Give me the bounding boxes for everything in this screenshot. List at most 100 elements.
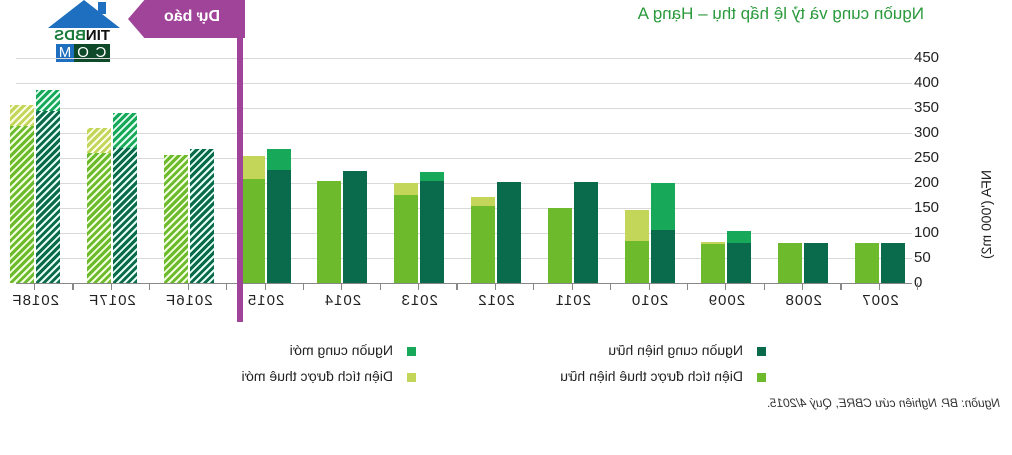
- bar-new-supply: [727, 230, 752, 243]
- x-tick-label: 2016F: [165, 292, 213, 309]
- x-tick-label: 2014: [323, 292, 362, 309]
- x-tick-label: 2008: [784, 292, 822, 309]
- bar-new-supply: [113, 112, 137, 148]
- gridline: [16, 58, 912, 59]
- gridline: [16, 208, 912, 209]
- bar-existing-leased: [10, 126, 35, 283]
- legend-swatch-icon: [757, 346, 766, 356]
- bar-existing-leased: [240, 179, 265, 283]
- bar-new-leased: [547, 207, 572, 208]
- forecast-banner-label: Dự báo: [163, 8, 220, 25]
- bar-existing-supply: [266, 170, 291, 283]
- bar-new-leased: [624, 209, 649, 241]
- bar-existing-leased: [855, 243, 879, 283]
- bar-existing-supply: [650, 230, 675, 283]
- gridline: [16, 233, 912, 234]
- bar-new-leased: [701, 241, 726, 244]
- y-tick-label: 150: [914, 199, 940, 216]
- legend-new-supply: Nguồn cung mới: [290, 342, 416, 358]
- y-tick-label: 350: [914, 99, 940, 116]
- bar-existing-supply: [343, 171, 368, 283]
- y-axis-label: NFA ('000 m2): [978, 170, 994, 260]
- bar-existing-leased: [394, 195, 419, 283]
- x-tick: [187, 283, 189, 290]
- x-tick: [495, 283, 496, 290]
- bar-new-leased: [87, 127, 111, 153]
- bar-existing-supply: [36, 111, 61, 283]
- x-tick-label: 2018F: [11, 292, 59, 309]
- bar-new-leased: [471, 196, 495, 206]
- x-tick: [264, 283, 266, 290]
- bar-existing-supply: [804, 243, 829, 283]
- logo-text-top: TINBDS: [54, 27, 110, 44]
- x-tick-label: 2007: [861, 292, 899, 309]
- y-tick-label: 400: [914, 74, 940, 91]
- x-tick: [418, 283, 420, 290]
- bar-new-leased: [10, 104, 35, 126]
- chimney-icon: [98, 2, 106, 14]
- x-tick: [571, 283, 573, 290]
- x-tick-label: 2009: [707, 292, 746, 309]
- bar-existing-supply: [881, 243, 905, 283]
- legend-existing-supply: Nguồn cung hiện hữu: [608, 342, 766, 358]
- x-tick-label: 2012: [477, 292, 515, 309]
- x-tick: [533, 283, 535, 290]
- y-tick-label: 50: [914, 249, 931, 266]
- x-tick: [725, 283, 727, 290]
- x-tick: [687, 283, 689, 290]
- x-tick: [879, 283, 880, 290]
- x-tick: [226, 283, 228, 290]
- bar-new-supply: [420, 171, 445, 181]
- legend-swatch-icon: [407, 346, 416, 356]
- legend-swatch-icon: [407, 372, 416, 382]
- bar-existing-supply: [420, 181, 445, 283]
- bar-new-leased: [394, 182, 419, 195]
- x-tick-label: 2010: [630, 292, 669, 309]
- x-tick: [149, 283, 151, 290]
- gridline: [16, 158, 912, 159]
- bar-new-supply: [650, 182, 675, 230]
- bar-new-supply: [266, 148, 291, 170]
- source-note: Nguồn: BP. Nghiên cứu CBRE, Quý 4/2015.: [766, 396, 1000, 410]
- bar-existing-leased: [471, 206, 495, 283]
- x-tick: [72, 283, 74, 290]
- y-tick-label: 100: [914, 224, 940, 241]
- bar-existing-supply: [189, 149, 214, 283]
- gridline: [16, 83, 912, 84]
- bar-existing-leased: [163, 155, 188, 283]
- y-tick-label: 300: [914, 124, 940, 141]
- bar-existing-supply: [727, 243, 752, 283]
- gridline: [16, 133, 912, 134]
- x-tick: [456, 283, 458, 290]
- bar-existing-supply: [497, 182, 521, 283]
- x-tick: [34, 283, 36, 290]
- y-tick-label: 200: [914, 174, 940, 191]
- bar-existing-leased: [701, 244, 726, 283]
- bar-existing-leased: [87, 153, 111, 283]
- bar-new-leased: [240, 155, 265, 179]
- legend-existing-leased: Diện tích được thuê hiện hữu: [560, 368, 766, 384]
- y-tick-label: 450: [914, 49, 940, 66]
- x-tick: [379, 283, 381, 290]
- x-tick: [917, 283, 919, 290]
- bar-existing-leased: [317, 181, 342, 283]
- x-tick: [303, 283, 305, 290]
- x-tick: [111, 283, 112, 290]
- bar-existing-leased: [624, 241, 649, 283]
- x-tick: [840, 283, 842, 290]
- bar-existing-supply: [573, 182, 598, 283]
- gridline: [16, 183, 912, 184]
- y-tick-label: 0: [914, 274, 954, 291]
- x-tick: [610, 283, 612, 290]
- x-tick-label: 2017F: [88, 292, 136, 309]
- x-tick-label: 2013: [400, 292, 438, 309]
- house-roof-icon: [48, 0, 120, 28]
- bar-existing-leased: [778, 243, 803, 283]
- gridline: [16, 108, 912, 109]
- forecast-divider: [237, 0, 243, 322]
- y-tick-label: 250: [914, 149, 940, 166]
- x-tick: [648, 283, 650, 290]
